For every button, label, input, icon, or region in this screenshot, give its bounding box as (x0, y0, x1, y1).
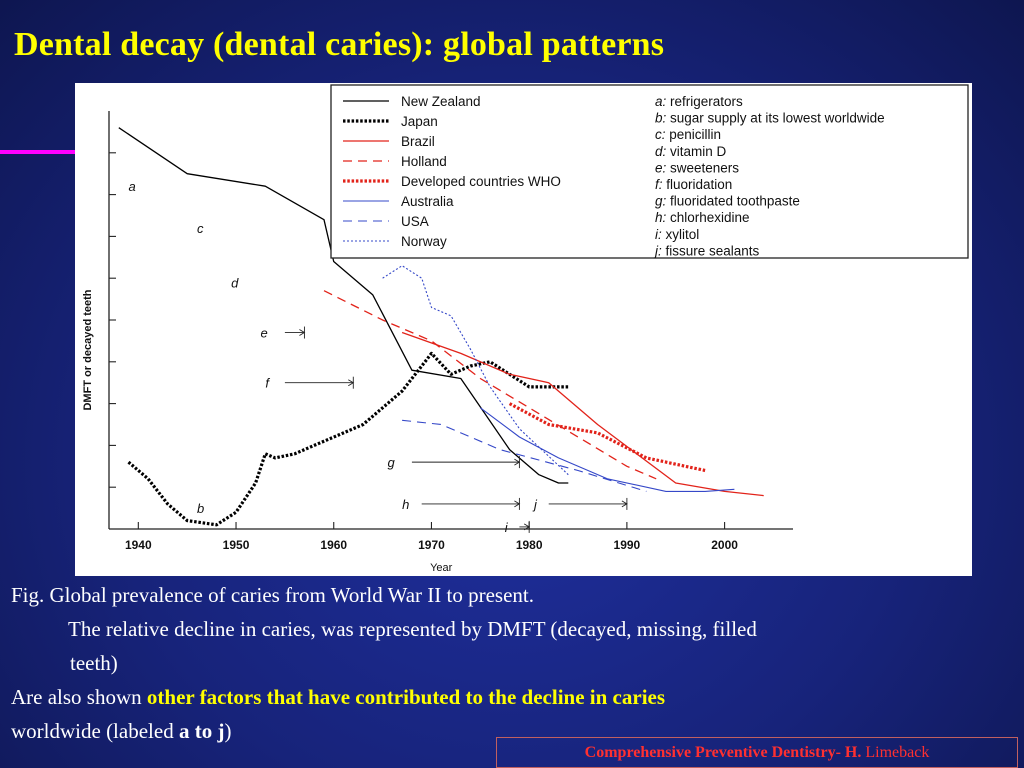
factor-text: sugar supply at its lowest worldwide (670, 111, 885, 126)
factor-legend-entry: a: refrigerators (655, 94, 743, 109)
legend-entry-label: New Zealand (401, 94, 481, 109)
x-tick-label: 1950 (223, 538, 250, 552)
factor-legend-entry: e: sweeteners (655, 160, 739, 175)
factor-text: sweeteners (670, 160, 739, 175)
factor-letter: b: (655, 111, 670, 126)
factor-letter: c: (655, 127, 669, 142)
annotation-label: i (505, 520, 509, 535)
factor-letter: a: (655, 94, 670, 109)
factor-text: xylitol (666, 227, 700, 242)
x-tick-label: 2000 (711, 538, 738, 552)
factor-legend-entry: j: fissure sealants (653, 243, 760, 258)
x-tick-label: 1990 (614, 538, 641, 552)
series-line (118, 127, 569, 484)
x-axis-label: Year (430, 562, 453, 574)
caption-line-5-prefix: worldwide (labeled (11, 719, 179, 743)
factor-legend-entry: d: vitamin D (655, 144, 727, 159)
factor-legend-entry: c: penicillin (655, 127, 721, 142)
factor-letter: f: (655, 177, 666, 192)
dmft-chart: 1940 1950 1960 1970 1980 1990 2000 Year DMFT or … (75, 83, 972, 576)
factor-text: vitamin D (670, 144, 727, 159)
factor-legend-entry: b: sugar supply at its lowest worldwide (655, 111, 885, 126)
series-line (127, 351, 569, 527)
series-line (508, 402, 706, 473)
factor-text: chlorhexidine (670, 210, 750, 225)
annotation-label: g (387, 455, 395, 470)
annotation-label: c (197, 221, 204, 236)
annotation-label: b (197, 501, 204, 516)
x-tick-label: 1970 (418, 538, 445, 552)
x-tick-label: 1940 (125, 538, 152, 552)
legend-entry-label: USA (401, 214, 429, 229)
legend-entry-label: Developed countries WHO (401, 174, 561, 189)
annotation-label: j (532, 497, 538, 512)
caption-line-3: teeth) (70, 651, 118, 675)
slide-title: Dental decay (dental caries): global pat… (14, 26, 665, 63)
caption-line-5-suffix: ) (224, 719, 232, 743)
factor-letter: j: (653, 243, 666, 258)
factor-text: fluoridated toothpaste (670, 194, 800, 209)
factor-text: penicillin (669, 127, 721, 142)
annotation-label: d (231, 275, 239, 290)
footer-author: Limeback (861, 744, 930, 761)
caption-line-2: The relative decline in caries, was repr… (68, 617, 757, 641)
caption-line-4: Are also shown other factors that have c… (11, 680, 1016, 714)
factor-text: fissure sealants (666, 243, 760, 258)
caption-line-5: worldwide (labeled a to j) (11, 714, 1016, 748)
caption-labels-range: a to j (178, 719, 225, 743)
factor-text: refrigerators (670, 94, 743, 109)
annotation-label: e (260, 326, 267, 341)
series-line (479, 407, 735, 492)
annotation-label: f (265, 376, 270, 391)
annotation-label: h (402, 497, 409, 512)
legend-entry-label: Australia (401, 194, 454, 209)
footer-book-title: Comprehensive Preventive Dentistry- H. (584, 744, 862, 761)
caption-highlight: other factors that have contributed to t… (146, 685, 666, 709)
factor-letter: d: (655, 144, 670, 159)
chart-panel: 1940 1950 1960 1970 1980 1990 2000 Year DMFT or … (75, 83, 972, 576)
x-tick-label: 1980 (516, 538, 543, 552)
legend-entry-label: Brazil (401, 134, 435, 149)
x-tick-label: 1960 (320, 538, 347, 552)
legend-entry-label: Holland (401, 154, 447, 169)
legend-entry-label: Japan (401, 114, 438, 129)
factor-letter: h: (655, 210, 670, 225)
y-axis-label: DMFT or decayed teeth (82, 289, 94, 410)
caption-line-4-prefix: Are also shown (11, 685, 147, 709)
annotation-label: a (129, 179, 136, 194)
caption-line-1: Fig. Global prevalence of caries from Wo… (11, 583, 535, 607)
factor-letter: i: (655, 227, 666, 242)
legend-entry-label: Norway (401, 234, 447, 249)
footer-credit: Comprehensive Preventive Dentistry- H. L… (496, 737, 1018, 768)
factor-legend-entry: f: fluoridation (655, 177, 732, 192)
factor-legend-entry: h: chlorhexidine (655, 210, 750, 225)
legend-box (330, 84, 969, 259)
factor-legend-entry: i: xylitol (655, 227, 699, 242)
factor-legend-entry: g: fluoridated toothpaste (655, 194, 800, 209)
series-line (401, 331, 764, 497)
accent-line (0, 150, 76, 154)
figure-caption: Fig. Global prevalence of caries from Wo… (11, 578, 1016, 748)
factor-letter: g: (655, 194, 670, 209)
series-line (382, 265, 569, 476)
factor-text: fluoridation (666, 177, 732, 192)
factor-letter: e: (655, 160, 670, 175)
